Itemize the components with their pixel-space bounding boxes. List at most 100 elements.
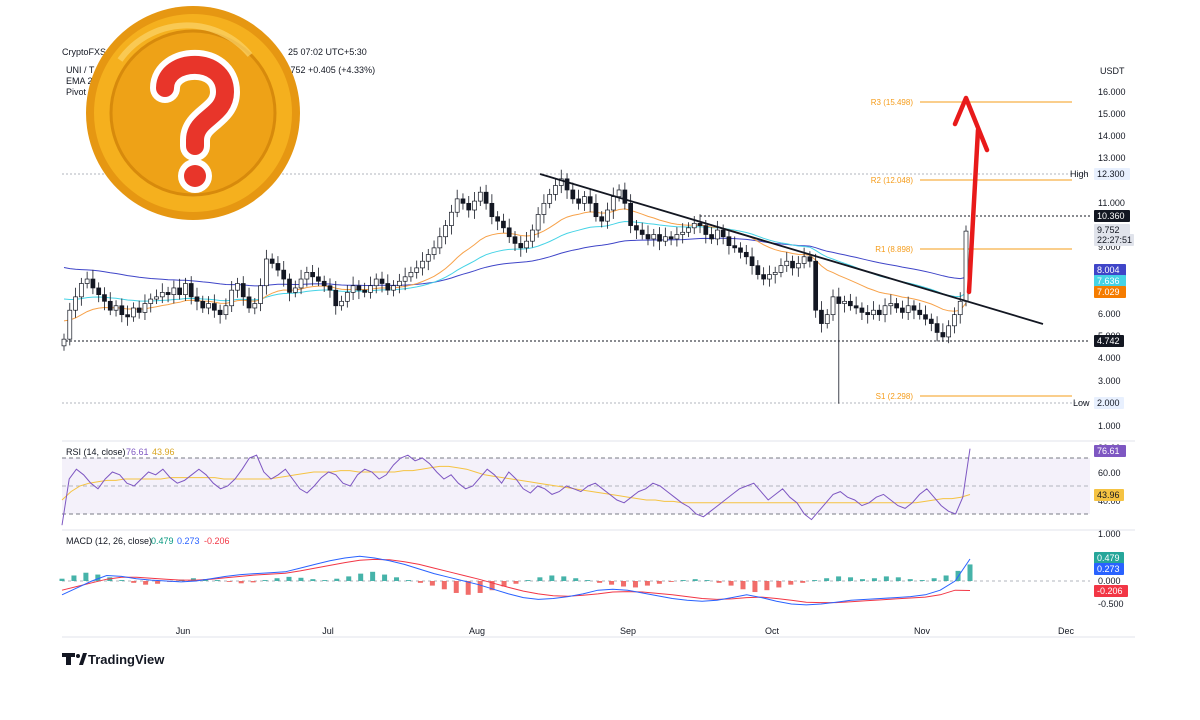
candle-body	[934, 323, 940, 333]
candle-body	[310, 272, 315, 278]
macd-histogram-bar	[967, 564, 973, 581]
candle-body	[165, 292, 171, 295]
candle-body	[871, 309, 876, 316]
pivot-level-label: S1 (2.298)	[876, 392, 914, 401]
candle-body	[449, 211, 454, 226]
macd-histogram-bar	[382, 574, 388, 581]
candle-body	[477, 191, 483, 202]
candle-body	[119, 305, 125, 316]
candle-body	[414, 267, 420, 273]
candle-body	[73, 296, 78, 311]
candle-body	[645, 234, 651, 240]
macd-histogram-bar	[286, 576, 292, 581]
grid-layer	[62, 173, 1135, 638]
macd-histogram-bar	[238, 581, 244, 584]
macd-histogram-bar	[740, 581, 746, 590]
countdown-tag-bg	[1094, 234, 1134, 246]
high-value-tag: 12.300	[1097, 169, 1125, 179]
rsi-ma-value-tag: 43.96	[1097, 490, 1120, 500]
macd-histogram-bar	[632, 581, 638, 588]
candle-body	[795, 263, 801, 269]
rsi-axis-tick: 60.00	[1098, 468, 1121, 478]
macd-histogram-bar	[871, 578, 877, 581]
header-symbol: UNI / T	[66, 65, 95, 75]
candle-body	[258, 285, 263, 304]
macd-histogram-bar	[525, 580, 531, 581]
high-value-tag-bg	[1094, 168, 1130, 180]
candle-body	[599, 216, 605, 222]
axis-layer: 1.0002.0003.0004.0005.0006.0009.00011.00…	[176, 87, 1126, 636]
trendline-layer	[539, 173, 1044, 325]
candle-body	[726, 236, 732, 246]
ema-value-tag-bg	[1094, 275, 1126, 287]
price-axis-tick: 13.000	[1098, 153, 1126, 163]
candle-body	[709, 234, 714, 240]
candle-body	[634, 225, 639, 231]
candle-body	[755, 265, 761, 275]
candle-body	[639, 229, 645, 235]
time-axis-tick: Oct	[765, 626, 780, 636]
macd-histogram-bar	[609, 581, 615, 585]
macd-histogram-bar	[405, 580, 411, 581]
macd-histogram-bar	[513, 581, 519, 584]
time-axis-tick: Jul	[322, 626, 334, 636]
time-axis-tick: Nov	[914, 626, 931, 636]
candle-body	[90, 278, 96, 289]
macd-histogram-bar	[800, 581, 806, 583]
candle-body	[472, 200, 477, 211]
candle-body	[807, 256, 813, 262]
macd-histogram-bar	[465, 581, 471, 595]
candle-body	[836, 296, 842, 304]
candle-body	[327, 285, 333, 291]
candle-body	[680, 231, 686, 235]
macd-histogram-bar	[417, 581, 423, 583]
candle-body	[605, 209, 610, 222]
candles-layer	[61, 169, 969, 404]
price-axis-tick: 16.000	[1098, 87, 1126, 97]
trendline	[539, 173, 1044, 325]
candle-body	[911, 305, 917, 311]
macd-histogram-bar	[644, 581, 650, 586]
candle-body	[529, 229, 535, 242]
candle-body	[420, 260, 425, 269]
candle-body	[125, 314, 130, 318]
macd-histogram-bar	[907, 579, 913, 581]
tradingview-logo-text: TradingView	[88, 652, 165, 667]
macd-layer	[59, 555, 1090, 606]
candle-body	[570, 189, 576, 200]
macd-histogram-bar	[131, 581, 137, 583]
candle-body	[235, 283, 240, 291]
candle-body	[952, 314, 957, 327]
candle-body	[131, 307, 136, 318]
macd-histogram-bar	[83, 572, 89, 581]
candle-body	[356, 285, 362, 291]
candle-body	[686, 227, 691, 233]
candle-body	[159, 292, 165, 298]
macd-value-tag: 0.479	[1097, 553, 1120, 563]
macd-axis-tick: -0.500	[1098, 599, 1124, 609]
rsi-header-ma: 43.96	[152, 447, 175, 457]
signal-value-tag-bg	[1094, 563, 1124, 575]
ema-value-tag-bg	[1094, 264, 1126, 276]
price-axis-tick: 9.000	[1098, 242, 1121, 252]
macd-histogram-bar	[716, 581, 722, 583]
candle-body	[246, 296, 252, 309]
candle-body	[749, 256, 755, 267]
candle-body	[957, 300, 963, 316]
price-axis-tick: 6.000	[1098, 309, 1121, 319]
candle-body	[743, 251, 749, 258]
macd-histogram-bar	[214, 580, 220, 581]
candle-body	[188, 283, 194, 298]
candle-body	[136, 307, 142, 313]
macd-histogram-bar	[95, 574, 101, 581]
ema-value-tag: 7.636	[1097, 276, 1120, 286]
rsi-value-tag: 76.61	[1097, 446, 1120, 456]
macd-histogram-bar	[71, 575, 77, 581]
candle-body	[853, 305, 859, 309]
macd-histogram-bar	[704, 580, 710, 581]
macd-header-signal: 0.273	[177, 536, 200, 546]
macd-histogram-bar	[812, 580, 818, 581]
time-axis-tick: Aug	[469, 626, 485, 636]
macd-histogram-bar	[453, 581, 459, 593]
